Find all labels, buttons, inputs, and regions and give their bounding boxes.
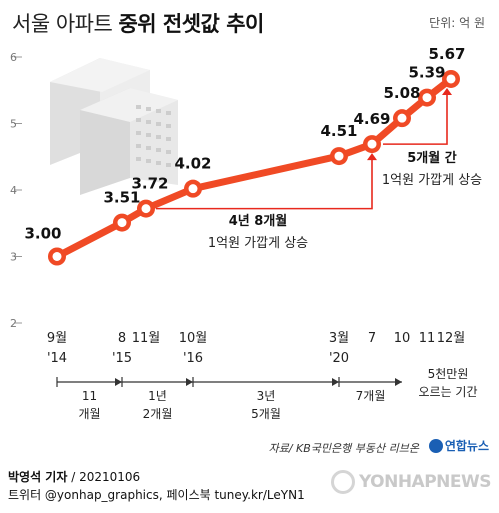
data-label: 4.51 [320,122,357,140]
yonhap-logo: 연합뉴스 [428,437,489,454]
globe-icon [428,439,443,453]
data-point-center [446,74,456,84]
footer: 박영석 기자 / 20210106 트위터 @yonhap_graphics, … [8,470,305,502]
annotation-1-title: 4년 8개월 [229,213,288,229]
y-tick-label: 2 [10,317,17,330]
y-tick-label: 3 [10,251,17,264]
y-axis: 2 3 4 5 6 [10,51,22,330]
x-tick-label: 11월 [132,331,161,346]
source-credit: 자료/ KB국민은행 부동산 리브온 [268,442,419,455]
x-tick-label: 8 [118,331,126,346]
timeline-arrowhead [186,378,193,386]
annotations: 4년 8개월 1억원 가깝게 상승 5개월 간 1억원 가깝게 상승 [156,87,482,251]
data-point-center [117,218,127,228]
data-point-center [367,139,377,149]
interval-label: 11 [82,389,97,403]
x-tick-year: '15 [112,351,132,366]
social-links: 트위터 @yonhap_graphics, 페이스북 tuney.kr/LeYN… [8,488,305,502]
data-point-center [141,204,151,214]
unit-label: 단위: 억 원 [429,16,485,30]
data-label: 4.02 [174,155,211,173]
title-bold: 중위 전셋값 추이 [118,12,264,36]
data-label: 5.39 [408,64,445,82]
interval-label: 7개월 [356,389,386,403]
annotation-arrowhead-2 [442,87,452,95]
watermark-text: YONHAPNEWS [358,472,492,492]
y-tick-label: 5 [10,118,17,131]
annotation-arrowhead-1 [367,153,377,161]
data-label: 3.51 [103,189,140,207]
x-tick-label: 11 [419,331,436,346]
x-tick-year: '14 [47,351,67,366]
date: 20210106 [79,470,141,484]
title-light: 서울 아파트 [12,12,113,36]
interval-label: 3년 [257,389,276,403]
data-label: 5.08 [383,84,420,102]
data-label: 3.72 [131,175,168,193]
x-tick-label: 10월 [179,331,208,346]
timeline-arrowhead [395,378,402,386]
data-label: 5.67 [428,45,465,63]
x-tick-year: '20 [329,351,349,366]
timeline-arrowhead [115,378,122,386]
interval-label: 2개월 [143,407,173,421]
data-point-center [397,113,407,123]
timeline-arrowhead [332,378,339,386]
interval-note: 5천만원 [428,366,469,381]
annotation-1-text: 1억원 가깝게 상승 [208,236,308,251]
interval-note: 오르는 기간 [418,385,477,399]
interval-label: 1년 [148,389,167,403]
x-tick-label: 9월 [47,331,67,346]
x-tick-year: '16 [183,351,203,366]
data-point-center [188,184,198,194]
logo-text: 연합뉴스 [444,439,489,453]
x-tick-label: 7 [368,331,376,346]
data-label: 4.69 [353,110,390,128]
annotation-arrow-2 [383,92,448,145]
author: 박영석 기자 [8,470,68,484]
annotation-arrow-1 [156,158,373,210]
y-tick-label: 4 [10,184,17,197]
data-point-center [422,93,432,103]
interval-label: 개월 [78,407,100,421]
annotation-2-text: 1억원 가깝게 상승 [382,173,482,188]
page-title: 서울 아파트 중위 전셋값 추이 [12,8,264,38]
y-tick-label: 6 [10,51,17,64]
watermark-ring-icon [330,470,355,494]
x-tick-label: 12월 [437,331,466,346]
x-tick-label: 3월 [329,331,349,346]
annotation-2-title: 5개월 간 [407,150,456,166]
data-point-center [52,252,62,261]
value-labels: 3.00 3.513.72 4.02 4.514.69 5.08 5.395.67 [24,45,465,243]
watermark: YONHAPNEWS [330,470,492,494]
apartment-icon [50,58,178,195]
data-label: 3.00 [24,225,61,243]
markers [48,69,460,266]
data-point-center [334,151,344,161]
interval-label: 5개월 [251,407,281,421]
x-tick-label: 10 [394,331,411,346]
